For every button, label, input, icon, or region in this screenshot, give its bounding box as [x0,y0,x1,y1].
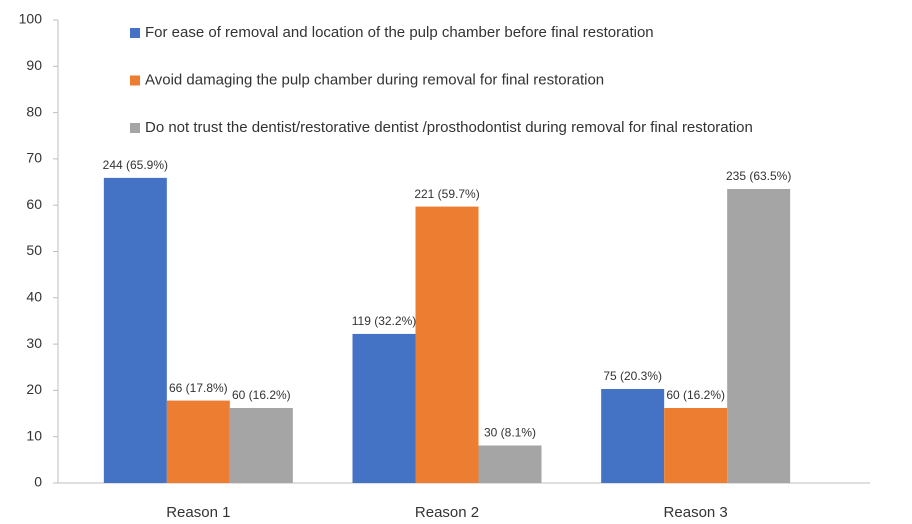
legend-swatch [130,123,140,133]
bar [664,407,728,483]
y-tick-label: 40 [26,289,42,305]
data-label: 30 (8.1%) [484,426,536,440]
data-label: 119 (32.2%) [352,314,416,328]
y-tick-label: 30 [26,335,42,351]
legend-swatch [130,75,140,86]
bar [601,389,665,483]
y-tick-label: 90 [26,57,42,73]
data-label: 66 (17.8%) [169,381,228,395]
bar [727,188,791,483]
x-tick-label: Reason 2 [415,504,479,521]
y-tick-label: 0 [34,474,42,490]
data-label: 60 (16.2%) [666,388,725,402]
y-tick-label: 80 [26,103,42,119]
bar [352,333,416,483]
data-label: 60 (16.2%) [232,388,291,402]
legend-swatch [130,28,140,38]
x-tick-label: Reason 1 [166,504,230,521]
bar [229,407,293,483]
y-tick-label: 70 [26,150,42,166]
legend-label: Do not trust the dentist/restorative den… [145,119,753,136]
y-tick-label: 10 [26,427,42,443]
bar [415,206,479,484]
y-tick-label: 20 [26,381,42,397]
bar [103,177,167,483]
data-label: 244 (65.9%) [103,158,168,172]
data-label: 221 (59.7%) [414,187,479,201]
x-tick-label: Reason 3 [664,504,728,521]
data-label: 235 (63.5%) [726,169,791,183]
data-label: 75 (20.3%) [603,369,662,383]
y-tick-label: 50 [26,242,42,258]
y-tick-label: 100 [19,11,43,27]
legend-label: For ease of removal and location of the … [145,24,654,41]
bar [478,445,542,483]
bar [166,400,230,483]
y-tick-label: 60 [26,196,42,212]
legend-label: Avoid damaging the pulp chamber during r… [145,71,604,88]
